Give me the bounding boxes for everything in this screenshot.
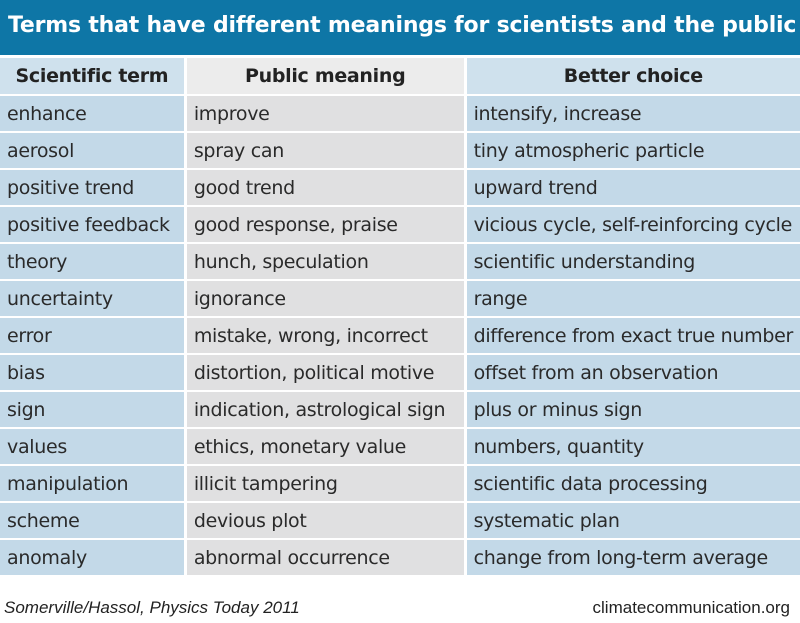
scientific-term-cell: positive trend xyxy=(0,170,184,205)
header-row: Scientific term Public meaning Better choi… xyxy=(0,58,800,94)
public-meaning-cell: indication, astrological sign xyxy=(186,392,464,427)
table-row: error mistake, wrong, incorrect difference… xyxy=(0,318,800,353)
scientific-term-cell: uncertainty xyxy=(0,281,184,316)
scientific-term-cell: theory xyxy=(0,244,184,279)
public-meaning-cell: abnormal occurrence xyxy=(186,540,464,575)
better-choice-cell: systematic plan xyxy=(466,503,800,538)
table-row: scheme devious plot systematic plan xyxy=(0,503,800,538)
table-row: anomaly abnormal occurrence change from lo… xyxy=(0,540,800,575)
scientific-term-cell: positive feedback xyxy=(0,207,184,242)
public-meaning-cell: ignorance xyxy=(186,281,464,316)
table-row: enhance improve intensify, increase xyxy=(0,96,800,131)
scientific-term-cell: scheme xyxy=(0,503,184,538)
table-row: aerosol spray can tiny atmospheric particl… xyxy=(0,133,800,168)
source-link: climatecommunication.org xyxy=(592,598,790,617)
scientific-term-cell: aerosol xyxy=(0,133,184,168)
public-meaning-cell: spray can xyxy=(186,133,464,168)
public-meaning-cell: devious plot xyxy=(186,503,464,538)
public-meaning-cell: good trend xyxy=(186,170,464,205)
better-choice-cell: difference from exact true number xyxy=(466,318,800,353)
better-choice-cell: intensify, increase xyxy=(466,96,800,131)
public-meaning-cell: ethics, monetary value xyxy=(186,429,464,464)
public-meaning-cell: mistake, wrong, incorrect xyxy=(186,318,464,353)
table-row: bias distortion, political motive offset f… xyxy=(0,355,800,390)
public-meaning-cell: good response, praise xyxy=(186,207,464,242)
scientific-term-cell: manipulation xyxy=(0,466,184,501)
public-meaning-cell: distortion, political motive xyxy=(186,355,464,390)
better-choice-cell: vicious cycle, self-reinforcing cycle xyxy=(466,207,800,242)
public-meaning-cell: improve xyxy=(186,96,464,131)
better-choice-cell: plus or minus sign xyxy=(466,392,800,427)
scientific-term-cell: bias xyxy=(0,355,184,390)
column-header: Scientific term xyxy=(0,58,184,94)
column-header: Public meaning xyxy=(186,58,464,94)
table-row: positive feedback good response, praise vi… xyxy=(0,207,800,242)
public-meaning-cell: hunch, speculation xyxy=(186,244,464,279)
better-choice-cell: scientific understanding xyxy=(466,244,800,279)
table-title: Terms that have different meanings for s… xyxy=(0,0,800,55)
credit: Somerville/Hassol, Physics Today 2011 xyxy=(4,598,300,617)
better-choice-cell: range xyxy=(466,281,800,316)
table-row: uncertainty ignorance range xyxy=(0,281,800,316)
table-row: theory hunch, speculation scientific under… xyxy=(0,244,800,279)
column-header: Better choice xyxy=(466,58,800,94)
table-row: positive trend good trend upward trend xyxy=(0,170,800,205)
public-meaning-cell: illicit tampering xyxy=(186,466,464,501)
better-choice-cell: upward trend xyxy=(466,170,800,205)
terms-table: Scientific term Public meaning Better choi… xyxy=(0,56,800,577)
table-row: manipulation illicit tampering scientific … xyxy=(0,466,800,501)
table-row: values ethics, monetary value numbers, qua… xyxy=(0,429,800,464)
better-choice-cell: tiny atmospheric particle xyxy=(466,133,800,168)
scientific-term-cell: enhance xyxy=(0,96,184,131)
better-choice-cell: scientific data processing xyxy=(466,466,800,501)
scientific-term-cell: anomaly xyxy=(0,540,184,575)
scientific-term-cell: values xyxy=(0,429,184,464)
table-row: sign indication, astrological sign plus or… xyxy=(0,392,800,427)
better-choice-cell: numbers, quantity xyxy=(466,429,800,464)
better-choice-cell: offset from an observation xyxy=(466,355,800,390)
scientific-term-cell: error xyxy=(0,318,184,353)
better-choice-cell: change from long-term average xyxy=(466,540,800,575)
scientific-term-cell: sign xyxy=(0,392,184,427)
